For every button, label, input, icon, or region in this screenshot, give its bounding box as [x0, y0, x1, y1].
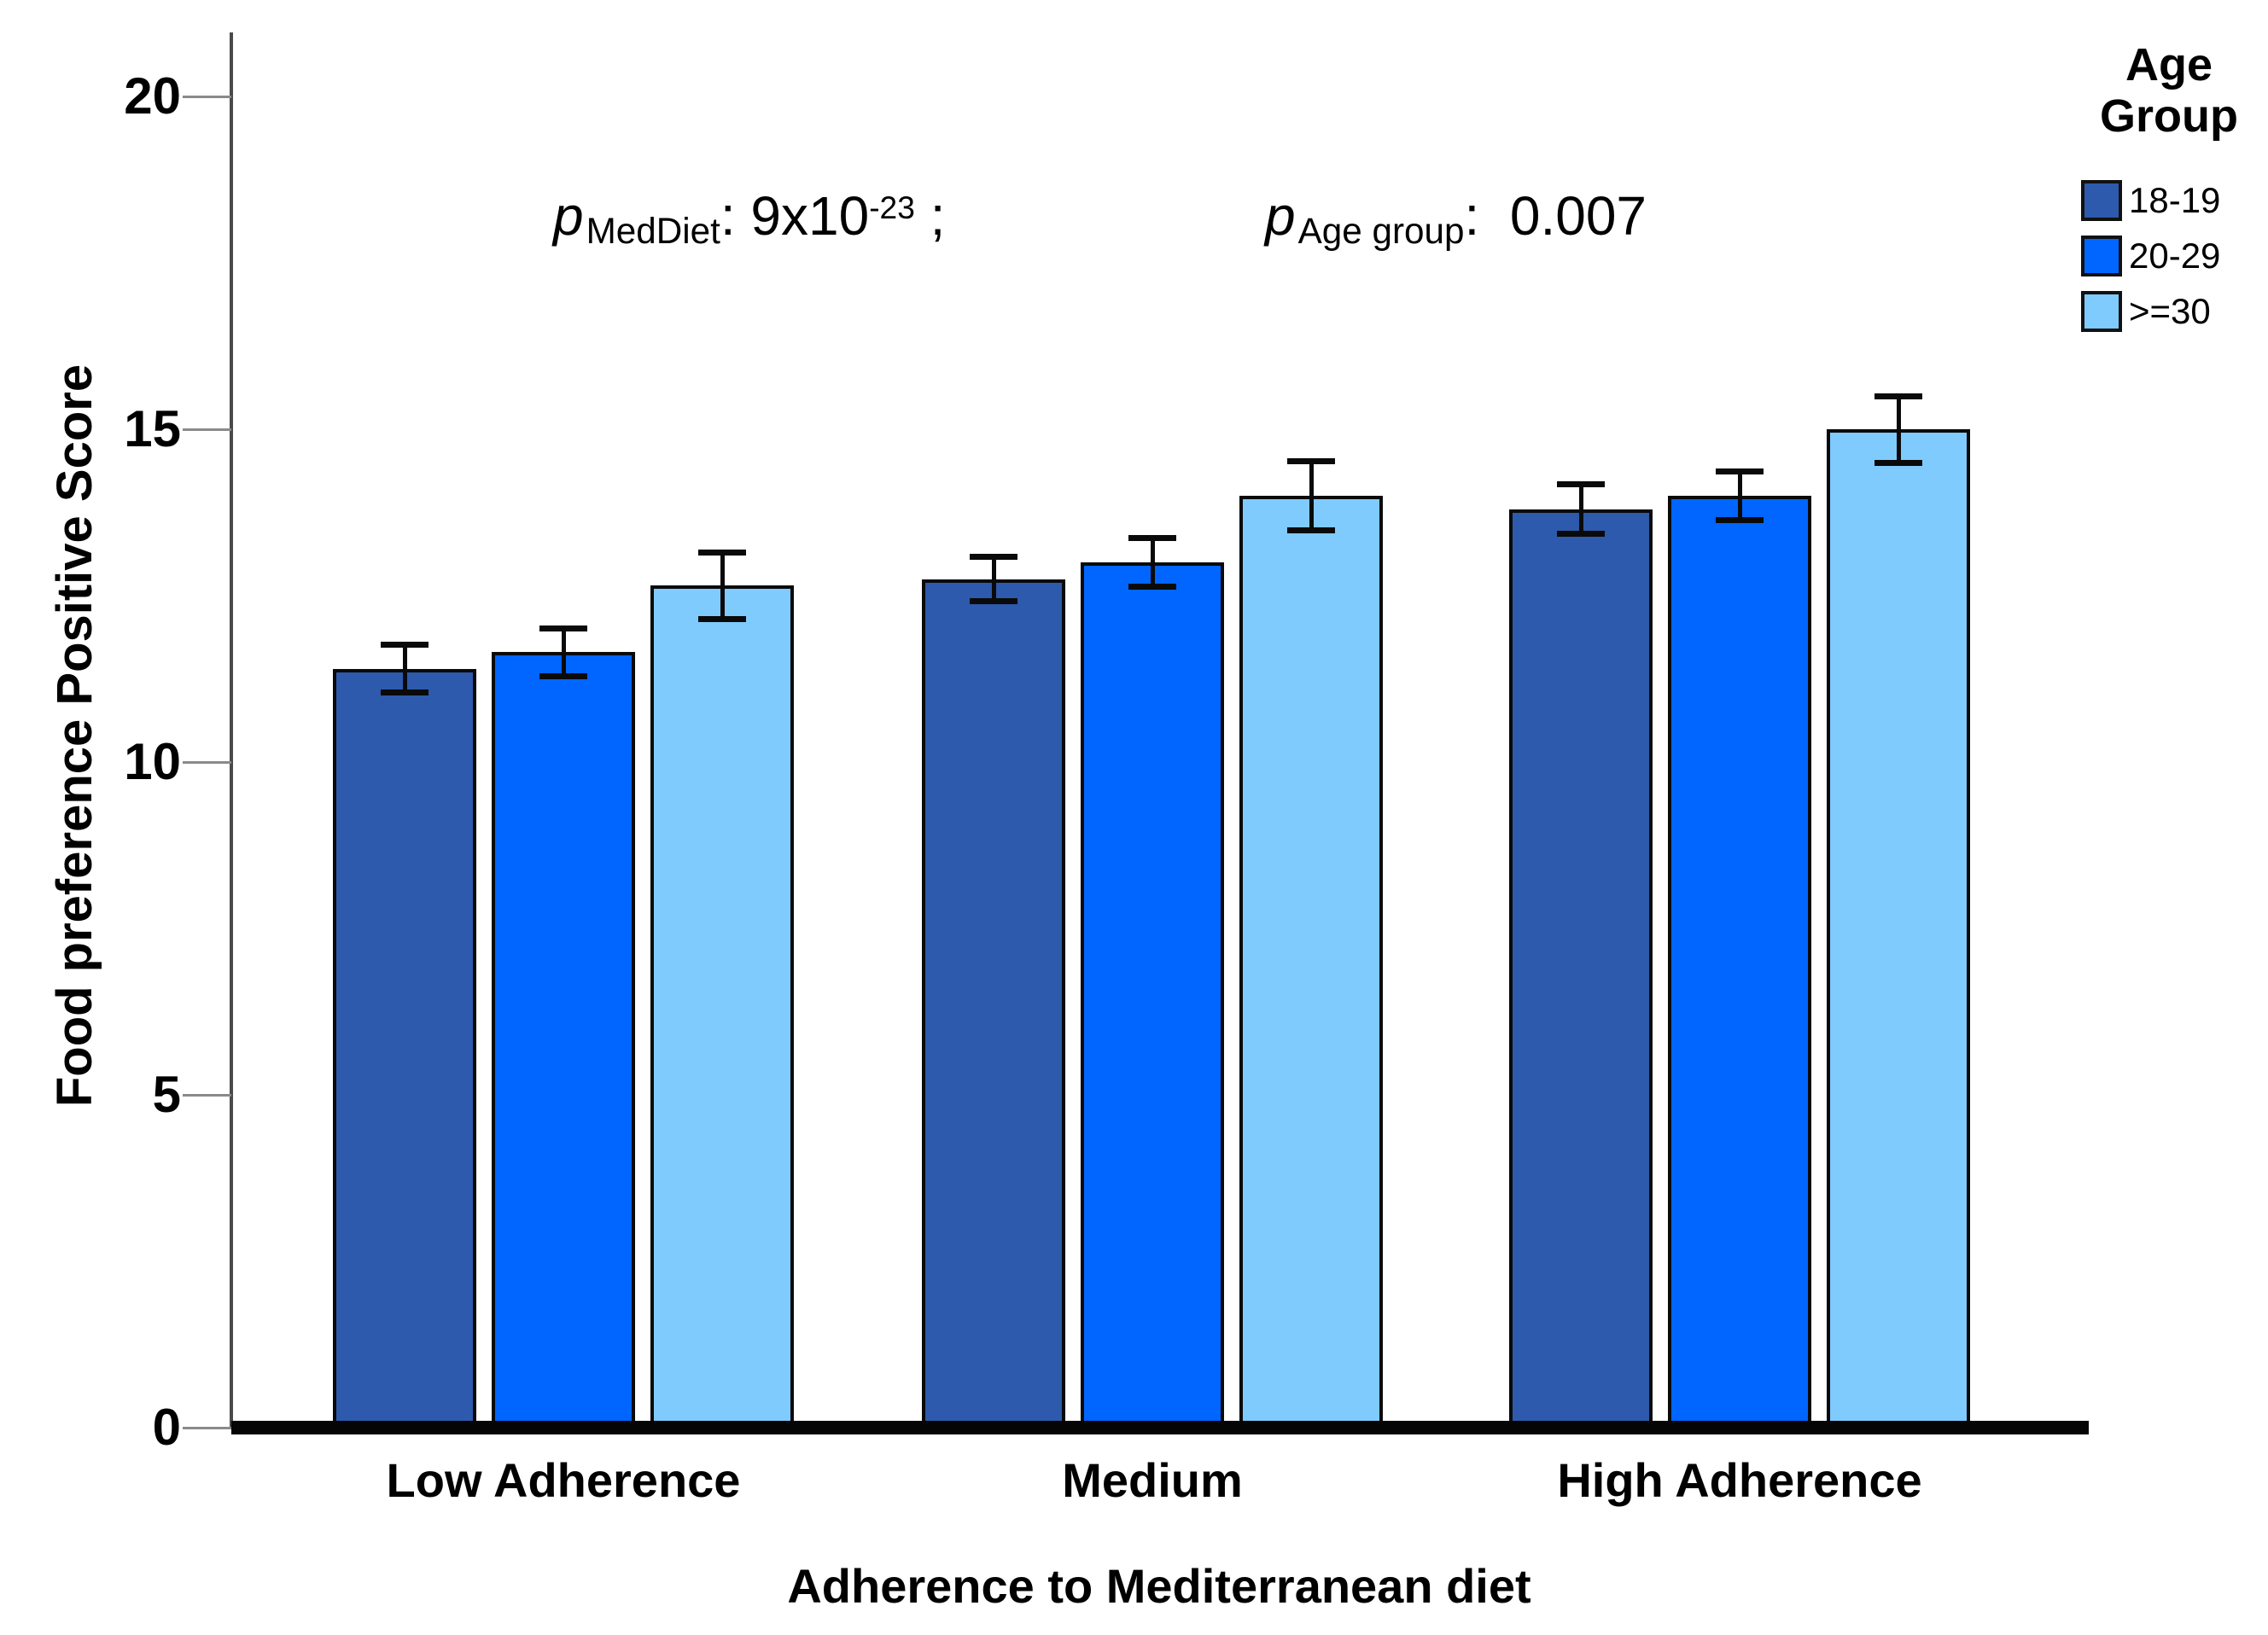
p-symbol: p [553, 185, 584, 247]
error-bar-cap-bottom [698, 615, 746, 622]
y-tick-label: 5 [152, 1066, 181, 1123]
bar-low-adherence-20-29 [492, 652, 635, 1428]
y-axis-tick [183, 428, 231, 431]
error-bar-line [991, 556, 996, 602]
error-bar-line [402, 644, 407, 693]
legend-label: 18-19 [2129, 180, 2221, 220]
legend-items: 18-19 20-29 >=30 [2073, 179, 2265, 333]
bar-medium->=30 [1239, 496, 1383, 1428]
error-bar-line [1896, 396, 1901, 463]
y-axis-tick [183, 1093, 231, 1097]
error-bar-cap-top [1287, 457, 1335, 464]
error-bar-cap-top [381, 642, 429, 649]
bar-high-adherence-20-29 [1668, 496, 1811, 1428]
x-category-label: Low Adherence [386, 1453, 741, 1507]
bar-high-adherence->=30 [1827, 429, 1970, 1428]
error-bar-cap-bottom [381, 689, 429, 696]
legend-swatch [2081, 180, 2122, 221]
x-axis-title: Adherence to Mediterranean diet [787, 1559, 1531, 1613]
error-bar-cap-top [698, 549, 746, 556]
legend-item--30: >=30 [2081, 290, 2265, 333]
y-tick-label: 15 [124, 400, 181, 457]
error-bar-cap-bottom [1557, 530, 1605, 537]
error-bar-line [561, 628, 566, 677]
p-subscript: Age group [1297, 211, 1465, 252]
p-symbol: p [1265, 185, 1296, 247]
error-bar-cap-top [1874, 393, 1922, 399]
y-tick-label: 20 [124, 67, 181, 125]
legend-label: 20-29 [2129, 236, 2221, 276]
legend-swatch [2081, 236, 2122, 276]
error-bar-cap-bottom [1128, 584, 1176, 591]
y-axis-line [230, 32, 233, 1429]
error-bar-cap-top [970, 554, 1017, 561]
p-exponent: -23 [869, 189, 915, 225]
legend: Age Group 18-19 20-29 >=30 [2073, 39, 2265, 346]
error-bar-cap-top [1716, 468, 1764, 474]
error-bar-cap-bottom [539, 672, 587, 679]
y-tick-label: 10 [124, 733, 181, 790]
p-value-annotation-meddiet: pMedDiet: 9x10-23 ; [553, 184, 946, 251]
error-bar-cap-bottom [1716, 517, 1764, 524]
p-value-text: : 0.007 [1464, 185, 1647, 247]
p-subscript: MedDiet [586, 211, 720, 252]
y-axis-tick [183, 760, 231, 764]
bar-low-adherence-18-19 [333, 668, 476, 1428]
y-axis-tick [183, 95, 231, 98]
error-bar-cap-bottom [1287, 527, 1335, 534]
legend-title-line2: Group [2100, 90, 2238, 142]
error-bar-line [1150, 538, 1155, 587]
y-tick-label: 0 [152, 1399, 181, 1456]
legend-label: >=30 [2129, 291, 2211, 331]
error-bar-line [720, 552, 725, 620]
p-tail: ; [914, 185, 946, 247]
bar-low-adherence->=30 [650, 585, 794, 1428]
legend-item-18-19: 18-19 [2081, 179, 2265, 222]
p-value-text: : 9x10 [720, 185, 870, 247]
x-axis-baseline [231, 1421, 2089, 1434]
legend-swatch [2081, 291, 2122, 332]
error-bar-cap-bottom [1874, 459, 1922, 466]
error-bar-cap-top [1128, 534, 1176, 541]
error-bar-cap-top [539, 625, 587, 631]
y-axis-tick [183, 1426, 231, 1429]
error-bar-cap-top [1557, 481, 1605, 488]
error-bar-line [1309, 461, 1314, 531]
p-value-annotation-agegroup: pAge group: 0.007 [1265, 184, 1647, 251]
legend-title: Age Group [2073, 39, 2265, 142]
error-bar-line [1737, 471, 1742, 521]
legend-item-20-29: 20-29 [2081, 235, 2265, 277]
legend-title-line1: Age [2125, 39, 2213, 90]
error-bar-line [1578, 484, 1583, 534]
x-category-label: Medium [1062, 1453, 1243, 1507]
x-category-label: High Adherence [1557, 1453, 1922, 1507]
bar-medium-20-29 [1081, 562, 1224, 1428]
error-bar-cap-bottom [970, 597, 1017, 604]
bar-high-adherence-18-19 [1509, 509, 1653, 1428]
bar-medium-18-19 [922, 579, 1065, 1428]
